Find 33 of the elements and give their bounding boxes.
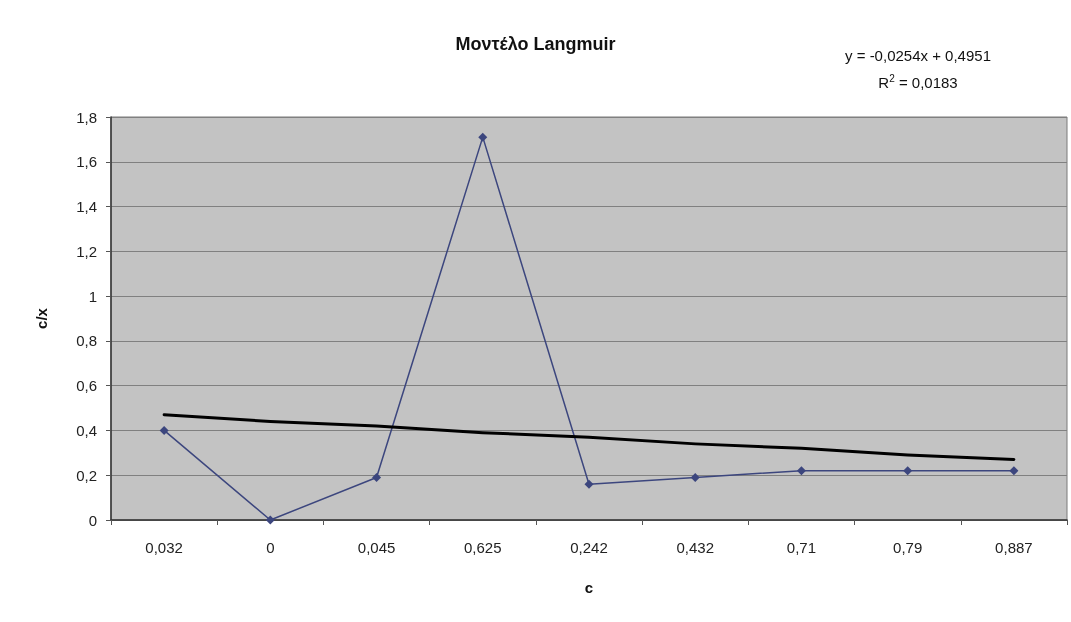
x-tick-label: 0,432 bbox=[676, 539, 714, 556]
line-series bbox=[162, 413, 1016, 462]
y-tick-label: 1,2 bbox=[76, 242, 97, 260]
y-tick-label: 0,8 bbox=[76, 332, 97, 350]
y-tick-label: 0 bbox=[88, 511, 97, 529]
point bbox=[584, 479, 594, 489]
x-tick-label: 0,625 bbox=[464, 539, 502, 556]
point bbox=[265, 515, 275, 525]
point bbox=[796, 466, 806, 476]
y-tick-label: 1,8 bbox=[76, 108, 97, 126]
x-tick-label: 0,71 bbox=[786, 539, 817, 556]
point bbox=[372, 472, 382, 482]
point bbox=[903, 466, 913, 476]
x-tick-label: 0 bbox=[266, 539, 275, 556]
y-tick-label: 1 bbox=[88, 287, 97, 305]
text: y = -0,0254x + 0,4951 bbox=[845, 46, 991, 64]
y-tick-label: 1,4 bbox=[76, 198, 97, 216]
y-axis-title: c/x bbox=[33, 307, 50, 329]
chart-title: Μοντέλο Langmuir bbox=[455, 34, 616, 54]
x-tick-label: 0,242 bbox=[570, 539, 608, 556]
y-tick-label: 0,6 bbox=[76, 377, 97, 395]
point bbox=[159, 425, 169, 435]
point bbox=[1009, 466, 1019, 476]
x-axis-title: c bbox=[584, 579, 594, 596]
x-tick-label: 0,79 bbox=[893, 539, 923, 556]
point bbox=[690, 472, 700, 482]
x-tick-label: 0,032 bbox=[145, 539, 183, 556]
y-tick-label: 1,6 bbox=[76, 153, 97, 171]
x-tick-label: 0,887 bbox=[995, 539, 1033, 556]
y-tick-label: 0,4 bbox=[76, 421, 97, 439]
point bbox=[478, 132, 488, 142]
y-tick-label: 0,2 bbox=[76, 466, 97, 484]
x-tick-label: 0,045 bbox=[357, 539, 396, 556]
